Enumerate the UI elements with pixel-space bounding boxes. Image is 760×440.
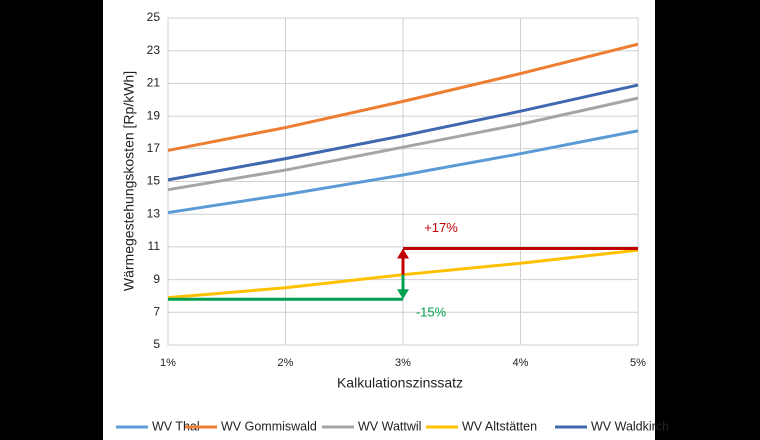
- annotation-label: -15%: [416, 305, 447, 320]
- series-line: [167, 96, 639, 192]
- y-tick-label: 23: [147, 43, 161, 57]
- y-tick-label: 19: [147, 108, 161, 122]
- y-tick-label: 7: [153, 304, 160, 318]
- y-tick-label: 17: [147, 141, 161, 155]
- x-tick-label: 3%: [395, 357, 411, 369]
- x-tick-label: 1%: [160, 357, 176, 369]
- x-axis-title: Kalkulationszinssatz: [337, 375, 463, 391]
- chart-background: [103, 0, 655, 440]
- y-axis-title: Wärmegestehungskosten [Rp/kWh]: [121, 71, 137, 291]
- x-tick-label: 5%: [630, 357, 646, 369]
- y-tick-label: 13: [147, 206, 161, 220]
- legend-label: WV Wattwil: [358, 419, 421, 433]
- annotation-label: +17%: [424, 220, 458, 235]
- y-tick-label: 21: [147, 76, 161, 90]
- arrow-head: [397, 248, 409, 259]
- y-tick-label: 15: [147, 174, 161, 188]
- series-line: [167, 42, 639, 152]
- y-tick-label: 5: [153, 337, 160, 351]
- x-tick-label: 2%: [278, 357, 294, 369]
- y-tick-label: 11: [148, 239, 161, 253]
- x-tick-label: 4%: [513, 357, 529, 369]
- series-line: [167, 129, 639, 215]
- legend-label: WV Waldkirch: [591, 419, 669, 433]
- legend-label: WV Altstätten: [462, 419, 537, 433]
- legend-label: WV Thal: [152, 419, 200, 433]
- y-tick-label: 9: [153, 272, 160, 286]
- y-tick-label: 25: [147, 10, 161, 24]
- arrow-head: [397, 289, 409, 300]
- legend-label: WV Gommiswald: [221, 419, 317, 433]
- series-line: [167, 83, 639, 182]
